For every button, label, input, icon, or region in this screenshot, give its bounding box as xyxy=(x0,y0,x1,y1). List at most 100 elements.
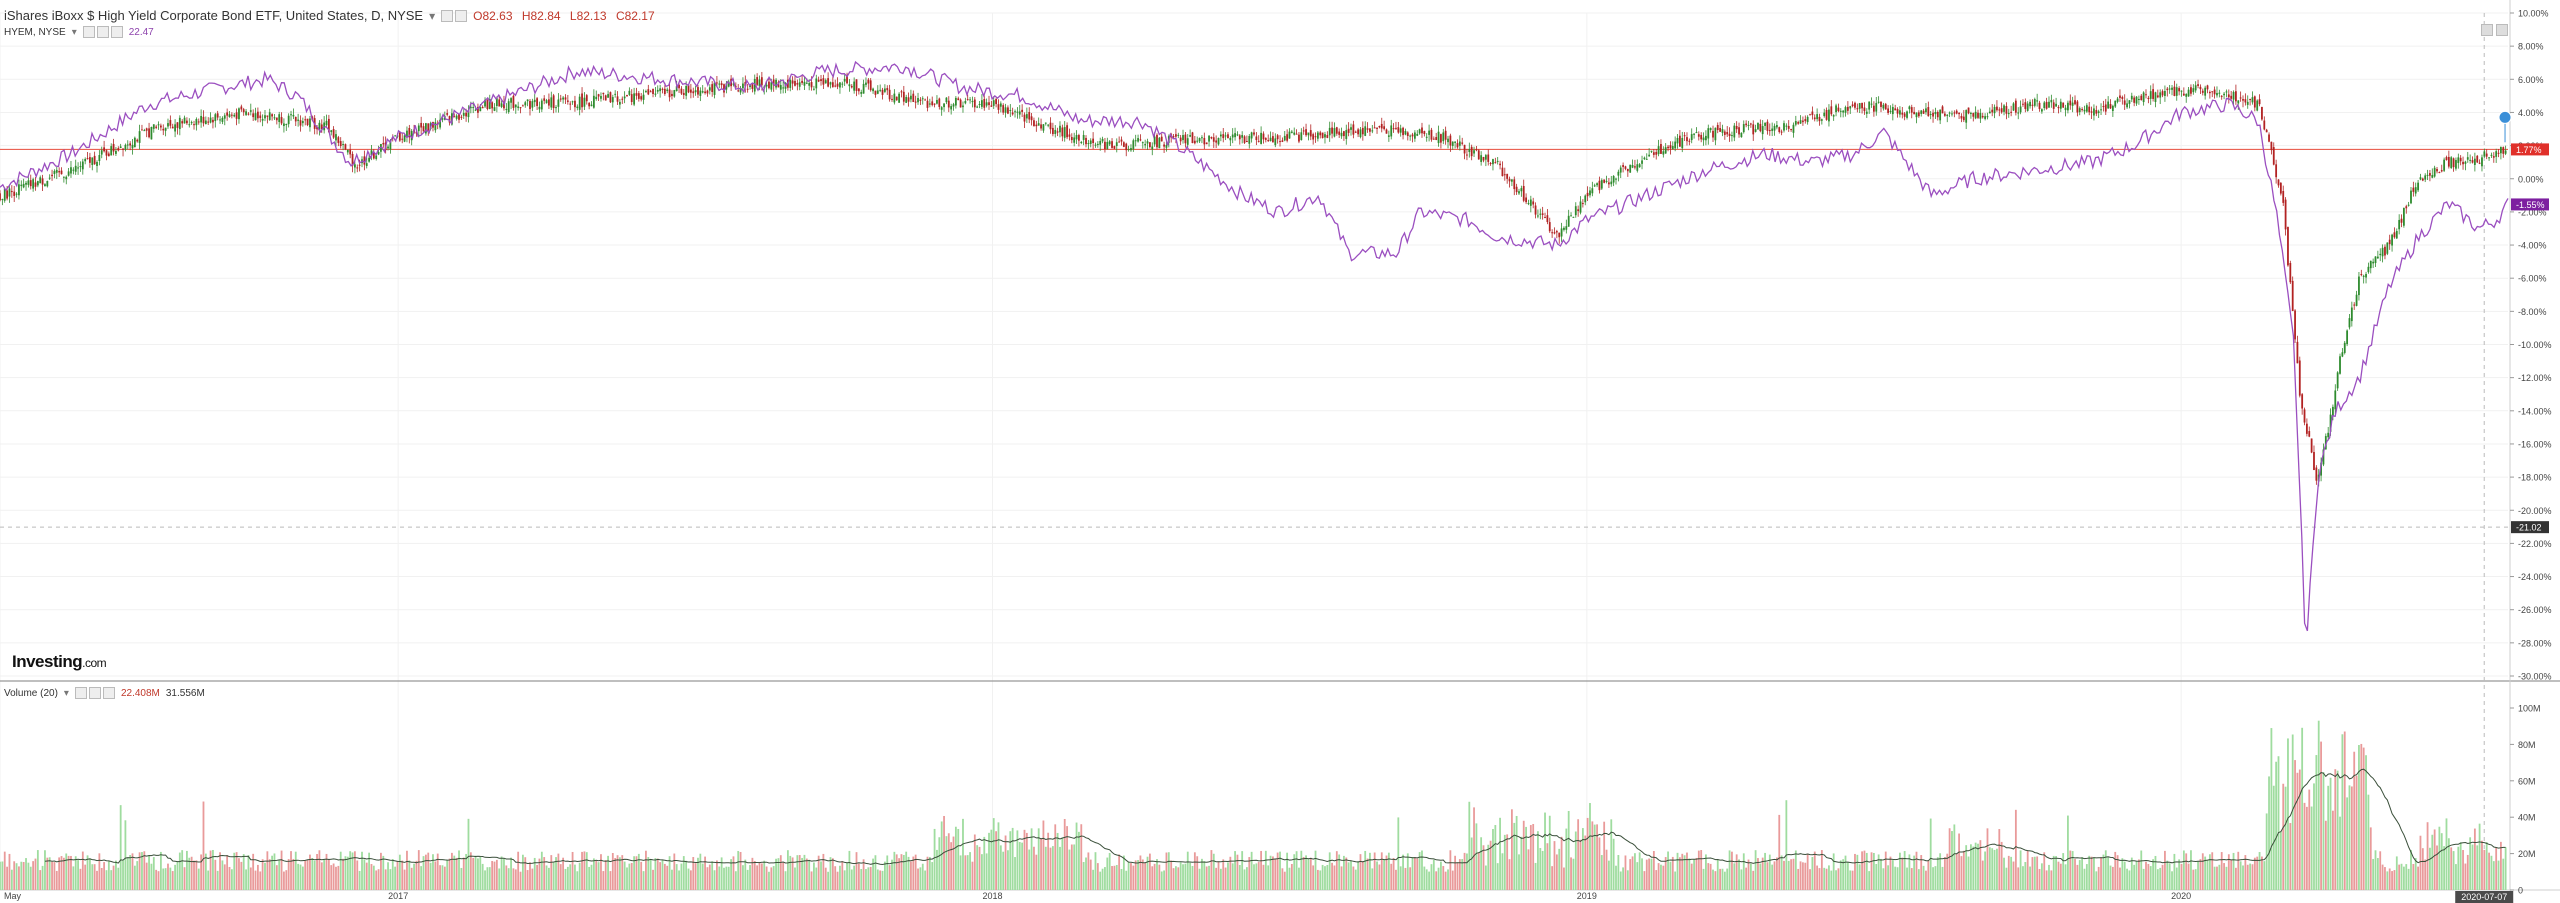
volume-bar xyxy=(985,853,988,890)
hide-icon[interactable] xyxy=(455,9,468,22)
volume-bar xyxy=(1671,856,1674,890)
pane-buttons[interactable] xyxy=(2481,24,2508,36)
compare-settings-icon[interactable] xyxy=(82,26,95,38)
candle-body xyxy=(957,98,960,101)
volume-bar xyxy=(1823,867,1826,890)
volume-bar xyxy=(1785,800,1788,890)
volume-bar xyxy=(1759,863,1762,890)
volume-bar xyxy=(550,855,553,890)
volume-bar xyxy=(1797,868,1800,890)
candle-body xyxy=(550,97,553,108)
candle-body xyxy=(1402,127,1404,136)
candle-body xyxy=(1615,178,1617,180)
compare-dropdown-icon[interactable]: ▾ xyxy=(71,26,77,38)
volume-bar xyxy=(1257,862,1260,890)
candle-body xyxy=(162,128,165,131)
volume-buttons[interactable] xyxy=(74,687,115,699)
candle-body xyxy=(1541,213,1544,215)
candle-body xyxy=(1449,135,1452,146)
candle-body xyxy=(2332,406,2334,417)
candle-body xyxy=(924,99,927,101)
volume-bar xyxy=(398,854,401,890)
volume-bar xyxy=(1461,858,1464,890)
candle-body xyxy=(292,114,295,117)
volume-bar xyxy=(2067,815,2069,890)
volume-bar xyxy=(1089,859,1092,890)
candle-body xyxy=(2256,100,2259,111)
candle-body xyxy=(481,107,484,109)
candle-body xyxy=(1624,166,1627,169)
candle-body xyxy=(65,176,68,180)
candle-body xyxy=(1697,134,1700,137)
volume-bar xyxy=(13,861,16,890)
volume-bar xyxy=(803,854,806,890)
volume-bar xyxy=(2142,868,2145,890)
volume-bar xyxy=(2133,864,2136,890)
volume-bar xyxy=(1134,860,1137,890)
candle-body xyxy=(124,144,127,150)
compare-hide-icon[interactable] xyxy=(96,26,109,38)
pane-collapse-icon[interactable] xyxy=(2481,24,2493,36)
volume-bar xyxy=(2275,761,2278,890)
pane-maximize-icon[interactable] xyxy=(2496,24,2508,36)
legend-buttons[interactable] xyxy=(441,9,468,22)
candle-body xyxy=(332,129,335,138)
candle-body xyxy=(817,79,820,82)
volume-bar xyxy=(2353,751,2356,890)
volume-bar xyxy=(171,871,174,890)
volume-bar xyxy=(159,851,162,890)
volume-bar xyxy=(408,860,411,890)
volume-bar xyxy=(839,865,841,890)
volume-hide-icon[interactable] xyxy=(88,687,101,699)
volume-remove-icon[interactable] xyxy=(102,687,115,699)
volume-bar xyxy=(900,854,903,890)
volume-bar xyxy=(1662,865,1665,890)
candle-body xyxy=(1108,141,1111,145)
volume-bar xyxy=(294,851,297,890)
volume-bar xyxy=(692,857,695,890)
volume-bar xyxy=(1413,857,1416,890)
volume-bar xyxy=(207,870,210,890)
candle-body xyxy=(862,83,865,94)
volume-bar xyxy=(474,855,477,890)
volume-bar xyxy=(654,858,657,890)
candle-body xyxy=(441,118,444,120)
candle-body xyxy=(1241,135,1244,138)
candle-body xyxy=(254,113,257,121)
chart-title[interactable]: iShares iBoxx $ High Yield Corporate Bon… xyxy=(4,8,424,23)
compare-buttons[interactable] xyxy=(82,26,123,38)
event-pin-icon[interactable] xyxy=(2498,110,2512,143)
volume-bar xyxy=(888,865,891,890)
compare-remove-icon[interactable] xyxy=(110,26,123,38)
volume-bar xyxy=(226,855,229,890)
candle-body xyxy=(1416,133,1419,136)
candle-body xyxy=(2473,158,2476,165)
volume-bar xyxy=(2303,802,2306,890)
legend-dropdown-icon[interactable]: ▾ xyxy=(429,8,436,23)
candle-body xyxy=(898,93,900,103)
candle-body xyxy=(1390,125,1393,137)
volume-label[interactable]: Volume (20) xyxy=(4,687,58,699)
compare-symbol[interactable]: HYEM, NYSE xyxy=(4,26,66,38)
volume-settings-icon[interactable] xyxy=(74,687,87,699)
candle-body xyxy=(881,89,884,95)
candle-body xyxy=(1513,179,1516,190)
candle-body xyxy=(1913,111,1916,115)
candle-body xyxy=(2391,234,2393,246)
volume-bar xyxy=(1224,867,1227,890)
settings-icon[interactable] xyxy=(441,9,454,22)
candle-body xyxy=(1009,110,1012,112)
volume-bar xyxy=(1033,846,1035,890)
candle-body xyxy=(183,117,186,124)
volume-bar xyxy=(36,850,39,890)
candle-body xyxy=(1177,134,1180,136)
volume-bar xyxy=(2287,738,2289,890)
candle-body xyxy=(1700,134,1703,140)
candle-body xyxy=(907,97,910,102)
candle-body xyxy=(1804,119,1807,122)
volume-dropdown-icon[interactable]: ▾ xyxy=(63,687,69,699)
volume-bar xyxy=(2265,813,2268,890)
candle-body xyxy=(936,100,938,104)
candle-body xyxy=(1151,146,1154,150)
